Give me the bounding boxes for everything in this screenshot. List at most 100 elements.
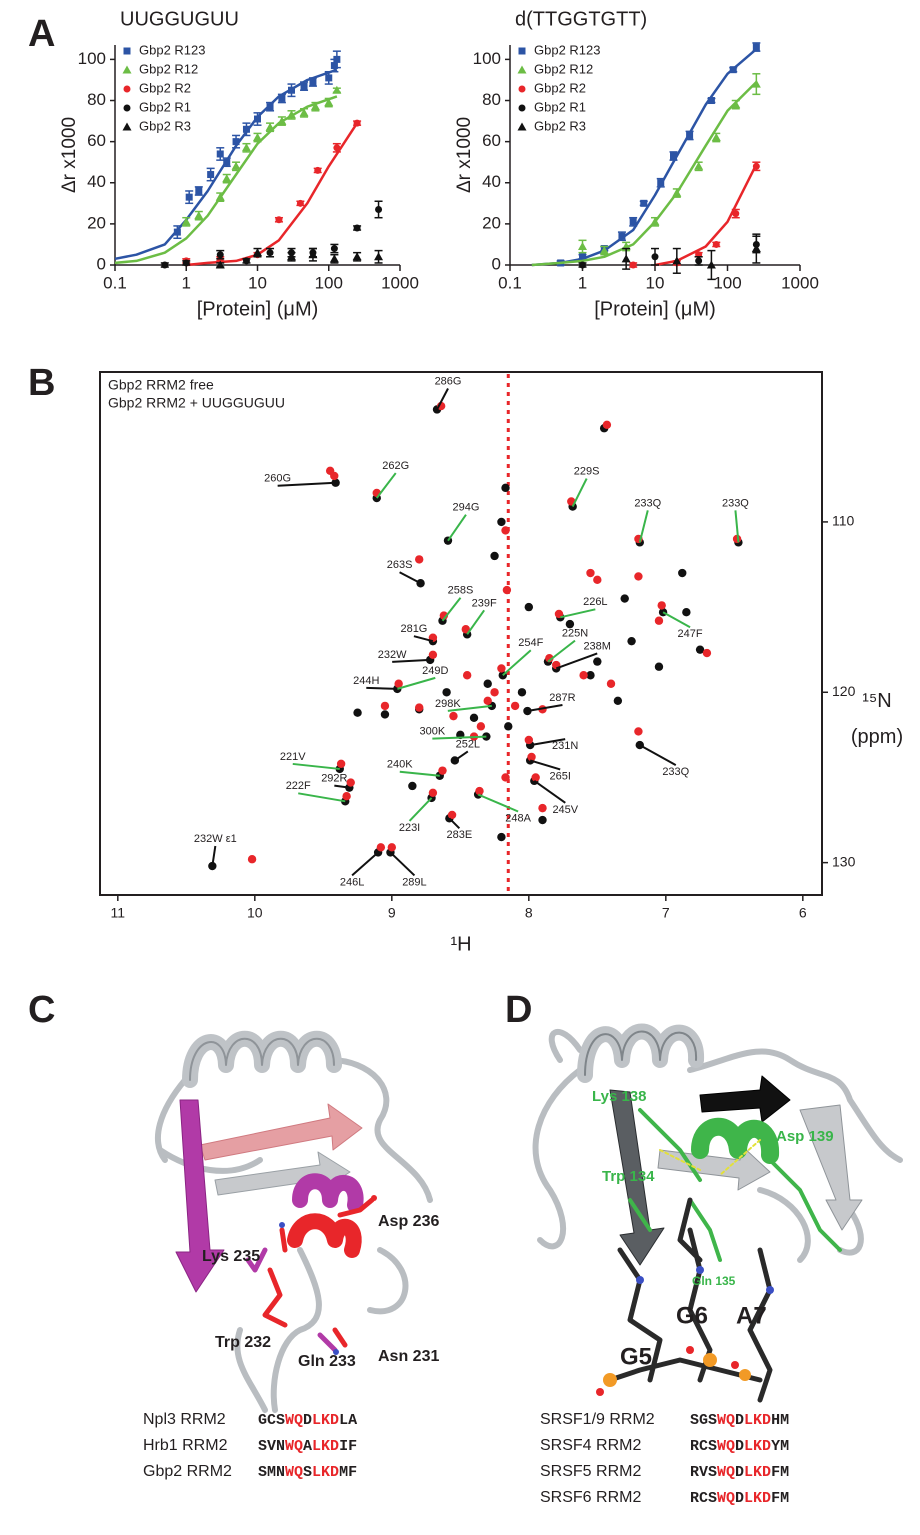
marker xyxy=(620,594,629,603)
y-tick-label: 0 xyxy=(97,254,106,273)
fit-curve xyxy=(654,163,758,267)
marker xyxy=(483,679,492,688)
x-tick-label: 0.1 xyxy=(498,273,522,292)
marker xyxy=(695,645,705,654)
marker xyxy=(538,803,547,813)
annotation-leader xyxy=(638,510,649,543)
marker xyxy=(375,205,383,213)
marker xyxy=(253,248,262,257)
fit-curve xyxy=(186,122,359,267)
marker xyxy=(654,662,664,671)
sequence-segment: FM xyxy=(771,1490,789,1507)
sequence-name: SRSF1/9 RRM2 xyxy=(540,1411,655,1428)
marker xyxy=(296,199,304,207)
marker xyxy=(438,766,447,775)
sequence-segment: HM xyxy=(771,1412,789,1429)
marker xyxy=(510,701,520,711)
sequence-segment: WQ xyxy=(717,1490,735,1507)
marker xyxy=(223,158,231,166)
marker xyxy=(629,261,637,269)
sequence-segment: FM xyxy=(771,1464,789,1481)
x-tick-label: 1 xyxy=(578,273,587,292)
residue-label: Trp 134 xyxy=(602,1168,655,1185)
legend-marker xyxy=(123,104,131,112)
annotation-label: 252L xyxy=(456,738,480,750)
marker xyxy=(232,138,240,146)
residue-label: Lys 235 xyxy=(202,1248,260,1265)
x-tick-label: 0.1 xyxy=(103,273,127,292)
annotation-label: 239F xyxy=(472,597,497,609)
marker xyxy=(682,608,691,617)
sequence-segment: SGS xyxy=(690,1412,717,1429)
marker xyxy=(195,187,203,195)
sequence-name: SRSF4 RRM2 xyxy=(540,1437,641,1454)
legend-label: Gbp2 RRM2 free xyxy=(108,377,214,393)
annotation-leader xyxy=(533,780,566,804)
marker xyxy=(634,572,643,581)
marker xyxy=(469,713,479,723)
annotation-label: 223I xyxy=(399,822,420,834)
y-axis-label: ¹⁵N xyxy=(862,690,891,712)
y-tick-label: 100 xyxy=(473,49,501,68)
marker xyxy=(694,161,704,170)
marker xyxy=(672,188,682,197)
annotation-leader xyxy=(734,510,740,543)
marker xyxy=(215,260,225,269)
annotation-label: 263S xyxy=(387,559,413,571)
marker xyxy=(657,179,665,187)
legend-label: Gbp2 R2 xyxy=(139,80,191,95)
marker xyxy=(333,55,341,63)
sequence: SVNWQALKDIF xyxy=(258,1438,357,1455)
marker xyxy=(606,679,616,688)
residue-label: Asp 139 xyxy=(776,1128,834,1145)
marker xyxy=(380,701,390,711)
marker xyxy=(242,125,250,133)
marker xyxy=(729,66,737,74)
annotation-label: 232W xyxy=(378,649,407,661)
legend-marker xyxy=(518,85,526,93)
marker xyxy=(353,708,362,717)
y-tick-label: 100 xyxy=(78,49,106,68)
marker xyxy=(579,261,586,269)
marker xyxy=(275,216,283,224)
sequence-segment: D xyxy=(735,1438,744,1455)
marker xyxy=(629,218,637,226)
annotation-leader xyxy=(454,750,469,762)
marker xyxy=(265,122,275,131)
y-axis-label: Δr x1000 xyxy=(59,117,80,193)
x-tick-label: 1000 xyxy=(381,273,419,292)
y-tick-label: 40 xyxy=(87,172,106,191)
x-tick-label: 1 xyxy=(182,273,191,292)
annotation-label: 283E xyxy=(447,829,473,841)
marker xyxy=(531,773,540,782)
marker xyxy=(672,256,682,265)
sequence-segment: WQ xyxy=(717,1438,735,1455)
annotation-label: 229S xyxy=(574,465,600,477)
sequence: SMNWQSLKDMF xyxy=(258,1464,357,1481)
marker xyxy=(751,79,761,88)
marker xyxy=(216,251,224,259)
marker xyxy=(309,78,317,86)
marker xyxy=(545,654,554,663)
marker xyxy=(449,711,458,721)
annotation-leader xyxy=(571,478,588,508)
marker xyxy=(353,224,361,232)
marker xyxy=(308,250,318,259)
marker xyxy=(461,625,470,634)
x-axis-label: [Protein] (μM) xyxy=(594,298,716,320)
annotation-leader xyxy=(399,571,422,585)
annotation-label: 298K xyxy=(435,698,461,710)
marker xyxy=(579,671,588,680)
legend-label: Gbp2 R3 xyxy=(139,118,191,133)
sequence-name: Gbp2 RRM2 xyxy=(143,1463,232,1480)
legend-label: Gbp2 R1 xyxy=(139,99,191,114)
marker xyxy=(380,710,390,719)
marker xyxy=(497,664,506,673)
legend-label: Gbp2 R1 xyxy=(534,99,586,114)
annotation-label: 233Q xyxy=(634,497,661,509)
marker xyxy=(483,696,492,705)
annotation-label: 233Q xyxy=(722,497,749,509)
annotation-label: 249D xyxy=(422,665,448,677)
annotation-leader xyxy=(560,608,596,619)
